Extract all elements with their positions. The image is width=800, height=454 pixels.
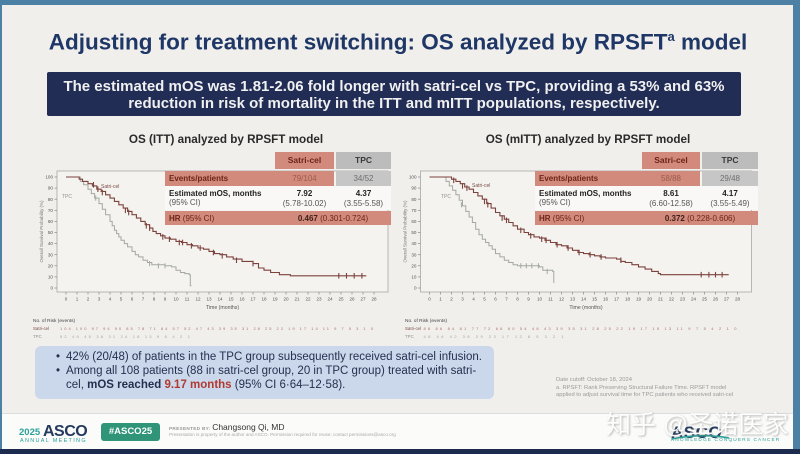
svg-text:30: 30 [48, 252, 54, 257]
svg-text:18: 18 [625, 297, 631, 302]
svg-text:TPC: TPC [441, 194, 451, 200]
svg-text:27: 27 [360, 297, 366, 302]
svg-text:50: 50 [48, 230, 54, 235]
svg-text:0: 0 [50, 286, 53, 291]
svg-text:14: 14 [217, 297, 223, 302]
svg-text:19: 19 [636, 297, 642, 302]
svg-text:28: 28 [371, 297, 377, 302]
svg-text:No. of Risk (events): No. of Risk (events) [405, 318, 448, 324]
svg-text:20: 20 [411, 263, 417, 268]
svg-text:26: 26 [713, 297, 719, 302]
svg-text:26: 26 [349, 297, 355, 302]
svg-text:60: 60 [411, 219, 417, 224]
svg-text:80: 80 [48, 197, 54, 202]
svg-text:90: 90 [411, 186, 417, 191]
svg-text:No. of Risk (events): No. of Risk (events) [33, 318, 76, 324]
svg-text:27: 27 [724, 297, 730, 302]
svg-text:100: 100 [409, 175, 417, 180]
svg-text:13: 13 [570, 297, 576, 302]
svg-text:5: 5 [120, 297, 123, 302]
svg-text:90: 90 [48, 186, 54, 191]
svg-text:104 100 97 94 90 85 78 71 64 5: 104 100 97 94 90 85 78 71 64 57 52 47 43… [60, 326, 374, 331]
svg-text:52 49 45 38 31 24 18 13 9 6 4: 52 49 45 38 31 24 18 13 9 6 4 2 1 [60, 334, 191, 339]
svg-text:2: 2 [450, 297, 453, 302]
svg-text:5: 5 [483, 297, 486, 302]
svg-text:Satri-cel: Satri-cel [405, 326, 421, 331]
svg-text:24: 24 [327, 297, 333, 302]
svg-text:70: 70 [411, 208, 417, 213]
svg-text:2: 2 [87, 297, 90, 302]
svg-text:23: 23 [680, 297, 686, 302]
svg-text:Satri-cel: Satri-cel [33, 326, 49, 331]
svg-text:16: 16 [603, 297, 609, 302]
svg-text:60: 60 [48, 219, 54, 224]
svg-text:10: 10 [173, 297, 179, 302]
svg-text:25: 25 [338, 297, 344, 302]
svg-text:Time (months): Time (months) [206, 305, 240, 311]
svg-text:8: 8 [516, 297, 519, 302]
svg-text:Overall Survival Probability (: Overall Survival Probability (%) [403, 200, 408, 263]
svg-text:Satri-cel: Satri-cel [101, 184, 119, 190]
svg-text:10: 10 [411, 275, 417, 280]
svg-text:9: 9 [527, 297, 530, 302]
svg-text:9: 9 [164, 297, 167, 302]
svg-text:0: 0 [65, 297, 68, 302]
svg-text:11: 11 [548, 297, 553, 302]
svg-text:24: 24 [691, 297, 697, 302]
svg-text:Overall Survival Probability (: Overall Survival Probability (%) [39, 200, 44, 263]
svg-text:6: 6 [131, 297, 134, 302]
svg-text:10: 10 [537, 297, 543, 302]
svg-text:28: 28 [735, 297, 741, 302]
svg-text:14: 14 [581, 297, 587, 302]
svg-text:1: 1 [439, 297, 442, 302]
svg-text:40: 40 [411, 241, 417, 246]
svg-text:22: 22 [669, 297, 675, 302]
svg-text:48 46 42 36 29 23 17 12 8 5 3: 48 46 42 36 29 23 17 12 8 5 3 2 1 [424, 334, 565, 339]
svg-text:TPC: TPC [33, 334, 42, 339]
svg-text:7: 7 [142, 297, 145, 302]
svg-text:80: 80 [411, 197, 417, 202]
svg-text:25: 25 [702, 297, 708, 302]
svg-text:40: 40 [48, 241, 54, 246]
svg-text:4: 4 [109, 297, 112, 302]
svg-text:20: 20 [283, 297, 289, 302]
svg-text:7: 7 [505, 297, 508, 302]
svg-text:TPC: TPC [405, 334, 414, 339]
svg-text:TPC: TPC [62, 194, 72, 200]
svg-text:8: 8 [153, 297, 156, 302]
svg-text:Satri-cel: Satri-cel [472, 183, 490, 189]
svg-text:3: 3 [461, 297, 464, 302]
svg-text:1: 1 [76, 297, 79, 302]
svg-text:Time (months): Time (months) [569, 305, 603, 311]
svg-text:12: 12 [195, 297, 201, 302]
svg-text:50: 50 [411, 230, 417, 235]
svg-text:16: 16 [239, 297, 245, 302]
svg-text:21: 21 [294, 297, 300, 302]
svg-text:12: 12 [559, 297, 565, 302]
svg-text:17: 17 [250, 297, 256, 302]
svg-text:30: 30 [411, 252, 417, 257]
svg-text:13: 13 [206, 297, 212, 302]
svg-text:23: 23 [316, 297, 322, 302]
svg-text:20: 20 [647, 297, 653, 302]
svg-text:88 86 84 81 77 72 66 60 54 48: 88 86 84 81 77 72 66 60 54 48 43 39 35 3… [424, 326, 738, 331]
svg-text:0: 0 [414, 286, 417, 291]
svg-text:15: 15 [228, 297, 234, 302]
svg-text:3: 3 [98, 297, 101, 302]
svg-text:6: 6 [494, 297, 497, 302]
svg-text:0: 0 [428, 297, 431, 302]
svg-text:70: 70 [48, 208, 54, 213]
svg-text:17: 17 [614, 297, 620, 302]
svg-text:10: 10 [48, 275, 54, 280]
svg-text:21: 21 [658, 297, 664, 302]
svg-text:18: 18 [261, 297, 267, 302]
svg-text:19: 19 [272, 297, 278, 302]
svg-text:4: 4 [472, 297, 475, 302]
svg-text:11: 11 [185, 297, 190, 302]
svg-text:20: 20 [48, 263, 54, 268]
svg-text:15: 15 [592, 297, 598, 302]
svg-text:22: 22 [305, 297, 311, 302]
svg-text:100: 100 [45, 175, 53, 180]
